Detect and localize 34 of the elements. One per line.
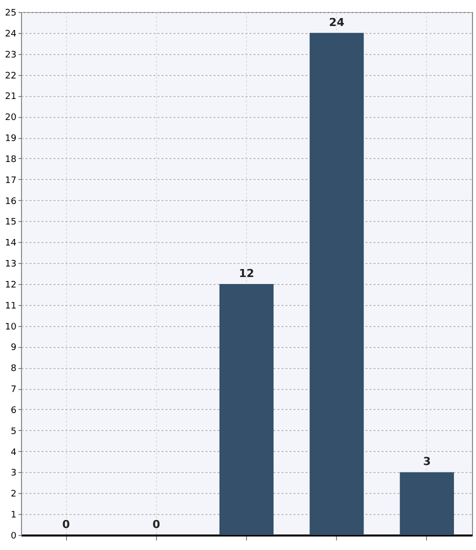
y-tick-label: 25 [5,8,16,18]
y-tick-label: 8 [10,364,17,374]
y-tick-label: 19 [5,134,17,144]
bar [219,284,274,535]
y-tick-label: 17 [5,176,16,186]
y-tick-label: 11 [5,301,16,312]
y-tick-label: 14 [5,238,17,249]
bar [310,32,364,535]
y-tick-label: 10 [5,322,17,332]
y-tick-label: 0 [10,532,17,542]
y-tick-label: 21 [5,92,16,102]
y-tick-label: 20 [5,113,17,124]
y-tick-label: 12 [5,280,16,290]
y-tick-label: 18 [5,154,17,165]
y-tick-label: 5 [10,426,16,437]
y-tick-label: 1 [10,510,16,521]
y-tick-label: 7 [10,385,16,396]
data-label: 12 [238,266,254,280]
data-label: 0 [62,518,70,531]
y-tick-label: 23 [5,50,16,60]
data-label: 24 [329,16,345,29]
y-tick-label: 9 [10,343,17,354]
y-tick-label: 22 [5,71,16,82]
y-tick-label: 4 [10,448,17,458]
data-label: 0 [152,518,160,531]
y-tick-label: 13 [5,260,16,270]
y-tick-label: 2 [10,490,16,500]
y-tick-label: 24 [5,29,17,40]
y-tick-label: 16 [5,196,17,207]
y-tick-label: 3 [10,468,16,479]
y-tick-label: 6 [10,406,17,416]
y-tick-label: 15 [5,218,16,228]
data-label: 3 [423,455,431,468]
bar [400,472,454,535]
